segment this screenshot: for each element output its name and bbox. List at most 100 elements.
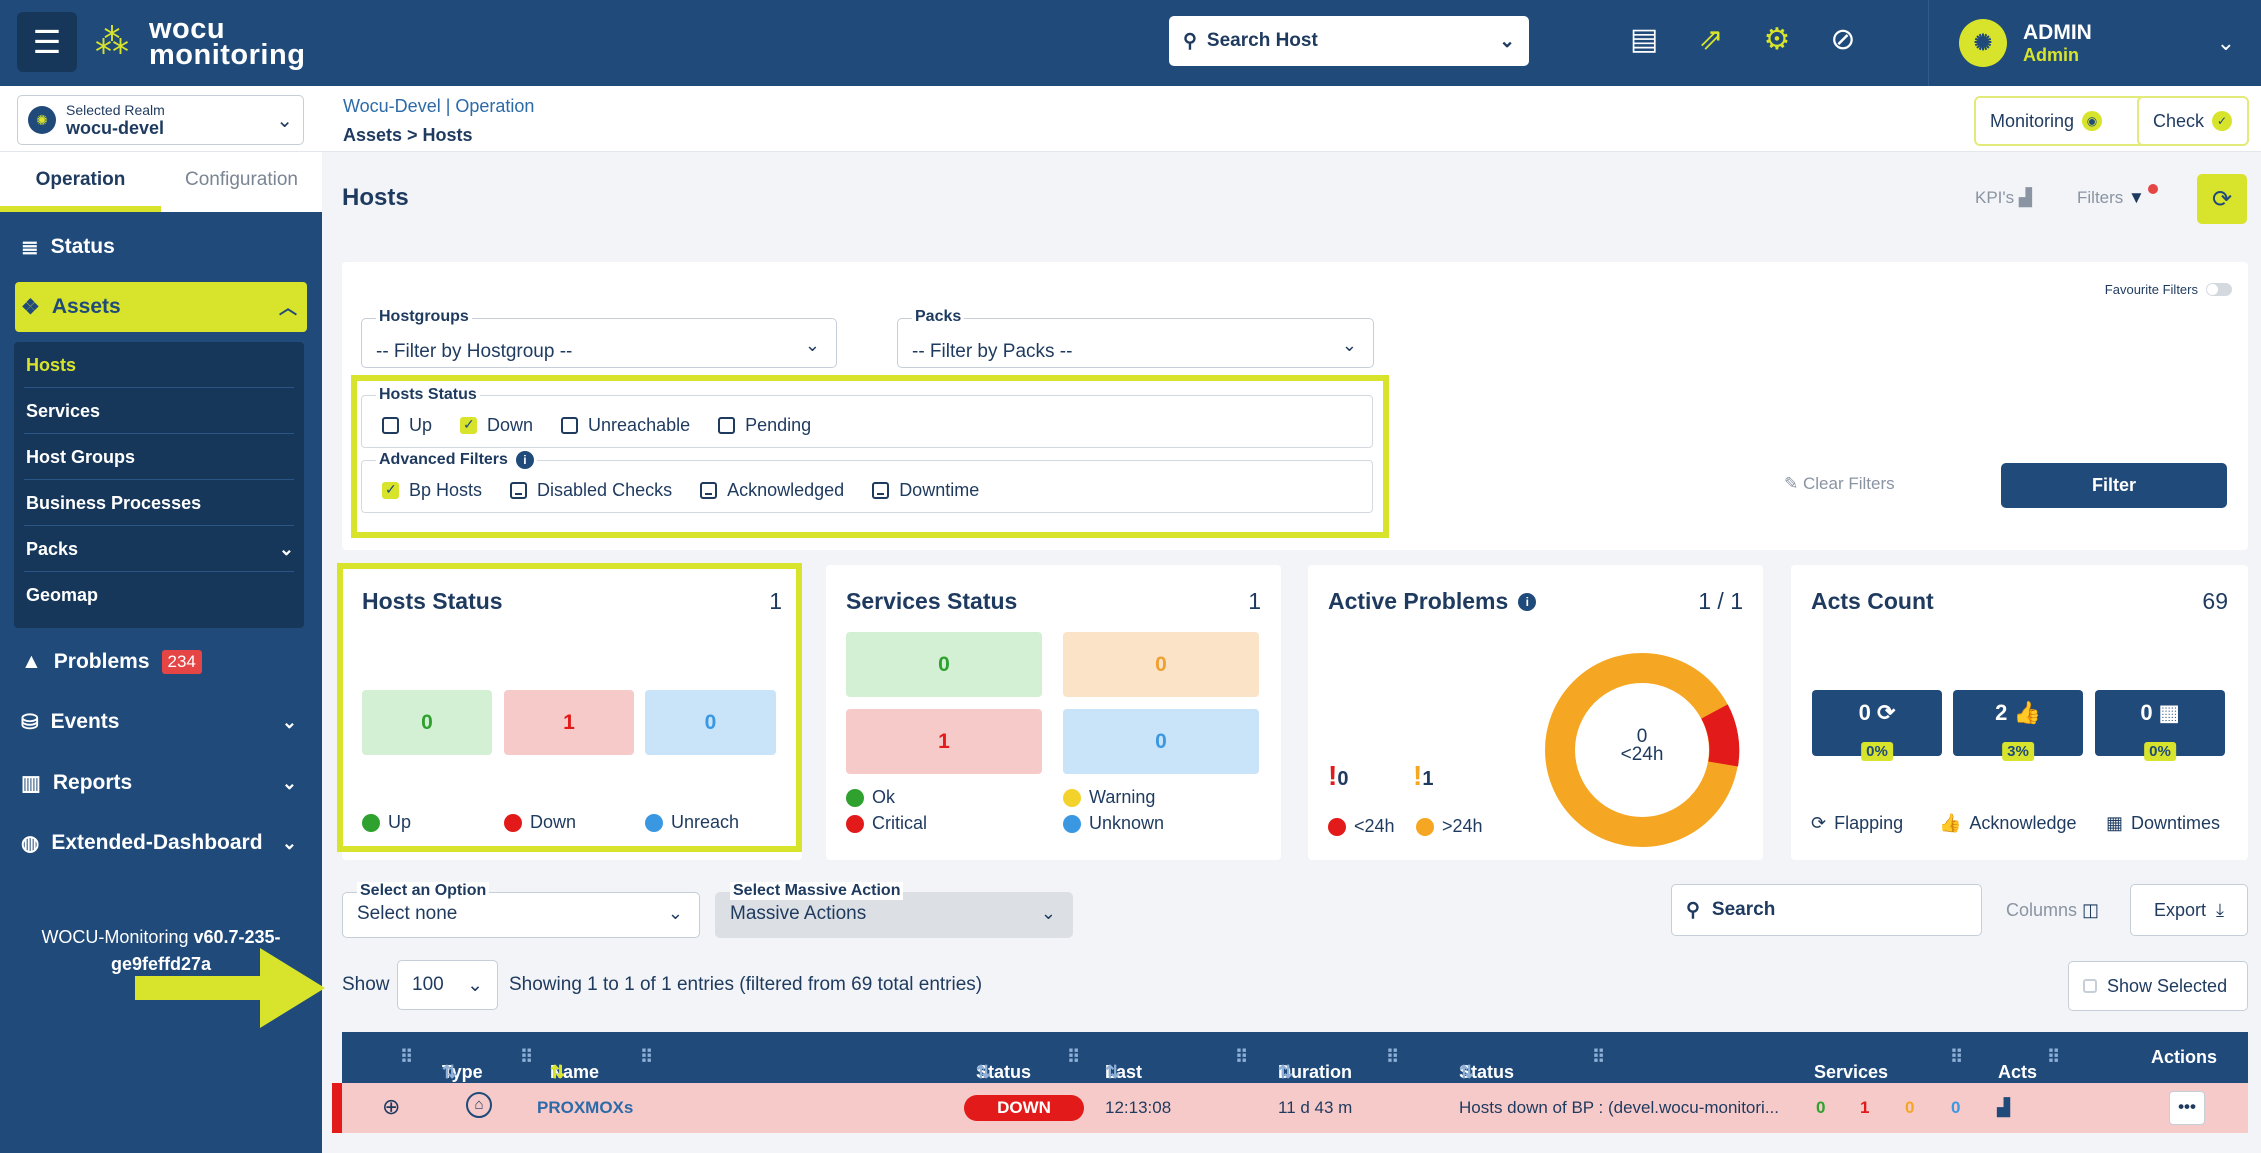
hosts-status-card: Hosts Status 1 0 1 0 Up Down Unreach: [342, 565, 802, 860]
sidebar-item-business-processes[interactable]: Business Processes: [24, 480, 294, 526]
page-size-select[interactable]: 100 ⌄: [397, 960, 498, 1010]
realm-select[interactable]: ✺ Selected Realm wocu-devel ⌄: [17, 95, 304, 145]
book-icon[interactable]: ▤: [1630, 23, 1659, 56]
filter-button[interactable]: Filter: [2001, 463, 2227, 508]
database-icon: ⛁: [21, 710, 39, 734]
checkbox-down[interactable]: Down: [460, 415, 533, 436]
checkbox-unreachable[interactable]: Unreachable: [561, 415, 690, 436]
legend-label: >24h: [1442, 816, 1483, 836]
sidebar-item-services[interactable]: Services: [24, 388, 294, 434]
checkbox-pending[interactable]: Pending: [718, 415, 811, 436]
page-title: Hosts: [342, 184, 409, 211]
breadcrumb-top[interactable]: Wocu-Devel | Operation: [343, 96, 535, 116]
acknowledge-tile[interactable]: 2 👍 3%: [1953, 690, 2083, 761]
exclamation-icon: !: [1328, 760, 1338, 791]
calendar-icon: ▦: [2106, 813, 2124, 833]
filters-button[interactable]: Filters ▼: [2077, 188, 2145, 208]
drag-handle-icon[interactable]: ⠿: [1386, 1047, 1400, 1067]
checkbox-disabled-checks[interactable]: Disabled Checks: [510, 480, 672, 501]
sidebar-item-extended-dashboard[interactable]: ◍ Extended-Dashboard ⌄: [15, 818, 307, 868]
favourite-filters-toggle[interactable]: Favourite Filters: [2105, 282, 2232, 297]
drag-handle-icon[interactable]: ⠿: [1592, 1047, 1606, 1067]
drag-handle-icon[interactable]: ⠿: [1950, 1047, 1964, 1067]
export-button[interactable]: Export ⤓: [2130, 884, 2248, 936]
row-actions-menu-icon[interactable]: •••: [2169, 1091, 2205, 1125]
search-host-select[interactable]: ⚲ Search Host ⌄: [1169, 16, 1529, 66]
checkbox-acknowledged[interactable]: Acknowledged: [700, 480, 844, 501]
services-ok-tile[interactable]: 0: [846, 632, 1042, 697]
checkbox-bp-hosts[interactable]: Bp Hosts: [382, 480, 482, 501]
checkbox-downtime[interactable]: Downtime: [872, 480, 979, 501]
services-critical-tile[interactable]: 1: [846, 709, 1042, 774]
chevron-up-icon: ︿: [279, 298, 297, 318]
select-option-dropdown[interactable]: Select an Option Select none ⌄: [342, 882, 700, 938]
sidebar-item-problems[interactable]: ▲ Problems 234: [15, 637, 307, 687]
legend-gt24: >24h: [1416, 816, 1483, 837]
logo-mark-icon: ⁂: [95, 23, 129, 61]
sidebar-item-reports[interactable]: ▥ Reports ⌄: [15, 758, 307, 808]
drag-handle-icon[interactable]: ⠿: [520, 1047, 534, 1067]
kpi-chart-icon[interactable]: ▟: [1997, 1098, 2011, 1117]
problems-lt24: !0: [1328, 760, 1348, 792]
hosts-down-tile[interactable]: 1: [504, 690, 634, 755]
sidebar-item-host-groups[interactable]: Host Groups: [24, 434, 294, 480]
show-selected-toggle[interactable]: Show Selected: [2068, 961, 2248, 1011]
external-link-icon[interactable]: ⇗: [1698, 23, 1724, 56]
chevron-down-icon: ⌄: [278, 538, 294, 559]
host-type-icon: ⌂: [466, 1092, 492, 1118]
toggle-switch[interactable]: [2206, 283, 2232, 296]
chevron-down-icon: ⌄: [1499, 30, 1515, 52]
sidebar-item-geomap[interactable]: Geomap: [26, 585, 99, 605]
monitoring-button[interactable]: Monitoring ◉: [1974, 96, 2165, 146]
gears-icon[interactable]: ⚙: [1763, 23, 1791, 56]
tab-configuration[interactable]: Configuration: [184, 169, 299, 190]
user-menu[interactable]: ✺ ADMIN Admin ⌄: [1928, 0, 2261, 86]
packs-select[interactable]: Packs -- Filter by Packs -- ⌄: [897, 308, 1374, 368]
legend-acknowledge[interactable]: 👍 Acknowledge: [1939, 813, 2077, 834]
hostgroups-select[interactable]: Hostgroups -- Filter by Hostgroup -- ⌄: [361, 308, 837, 368]
col-label: Status: [976, 1062, 1032, 1082]
dot-icon: [1063, 814, 1081, 833]
legend-downtimes[interactable]: ▦ Downtimes: [2106, 813, 2220, 834]
services-unknown-tile[interactable]: 0: [1063, 709, 1259, 774]
downtime-tile[interactable]: 0 ▦ 0%: [2095, 690, 2225, 761]
breadcrumb-bottom: Assets > Hosts: [343, 125, 473, 145]
wocu-logo[interactable]: ⁂ wocu monitoring: [95, 15, 305, 70]
expand-row-icon[interactable]: ⊕: [382, 1094, 401, 1119]
massive-action-dropdown[interactable]: Select Massive Action Massive Actions ⌄: [715, 882, 1073, 938]
host-name-link[interactable]: PROXMOXs: [537, 1098, 634, 1117]
sidebar-item-packs[interactable]: Packs ⌄: [24, 526, 294, 572]
drag-handle-icon[interactable]: ⠿: [1067, 1047, 1081, 1067]
info-icon[interactable]: i: [1518, 592, 1537, 611]
services-warning-count: 0: [1905, 1098, 1915, 1117]
check-button[interactable]: Check ✓: [2137, 96, 2249, 146]
monitoring-off-icon[interactable]: ⊘: [1830, 23, 1856, 56]
sidebar-item-hosts[interactable]: Hosts: [24, 342, 294, 388]
drag-handle-icon[interactable]: ⠿: [2047, 1047, 2061, 1067]
row-status-marker: [332, 1083, 342, 1133]
legend-flapping[interactable]: ⟳ Flapping: [1811, 813, 1903, 834]
drag-handle-icon[interactable]: ⠿: [1235, 1047, 1249, 1067]
info-icon[interactable]: i: [515, 451, 534, 469]
table-search-input[interactable]: ⚲ Search: [1671, 884, 1982, 936]
drag-handle-icon[interactable]: ⠿: [400, 1047, 414, 1067]
flapping-tile[interactable]: 0 ⟳ 0%: [1812, 690, 1942, 761]
hosts-up-tile[interactable]: 0: [362, 690, 492, 755]
pointer-arrow-icon: [135, 948, 325, 1028]
sidebar-item-assets[interactable]: ❖ Assets ︿: [15, 282, 307, 332]
flapping-value: 0: [1858, 700, 1871, 725]
sidebar-item-events[interactable]: ⛁ Events ⌄: [15, 697, 307, 747]
table-row[interactable]: ⊕ ⌂ PROXMOXs DOWN 12:13:08 11 d 43 m Hos…: [342, 1083, 2248, 1133]
drag-handle-icon[interactable]: ⠿: [640, 1047, 654, 1067]
hosts-unreach-tile[interactable]: 0: [645, 690, 776, 755]
menu-toggle-icon[interactable]: ☰: [17, 12, 77, 72]
services-warning-tile[interactable]: 0: [1063, 632, 1259, 697]
tab-operation[interactable]: Operation: [0, 152, 161, 212]
sidebar-item-status[interactable]: ≣ Status: [15, 222, 307, 272]
kpis-button[interactable]: KPI's ▟: [1975, 188, 2032, 208]
chevron-down-icon: ⌄: [1040, 903, 1056, 923]
checkbox-up[interactable]: Up: [382, 415, 432, 436]
refresh-button[interactable]: ⟳: [2197, 174, 2247, 224]
clear-filters-button[interactable]: ✎ Clear Filters: [1784, 474, 1895, 494]
columns-button[interactable]: Columns ◫: [2006, 900, 2099, 921]
